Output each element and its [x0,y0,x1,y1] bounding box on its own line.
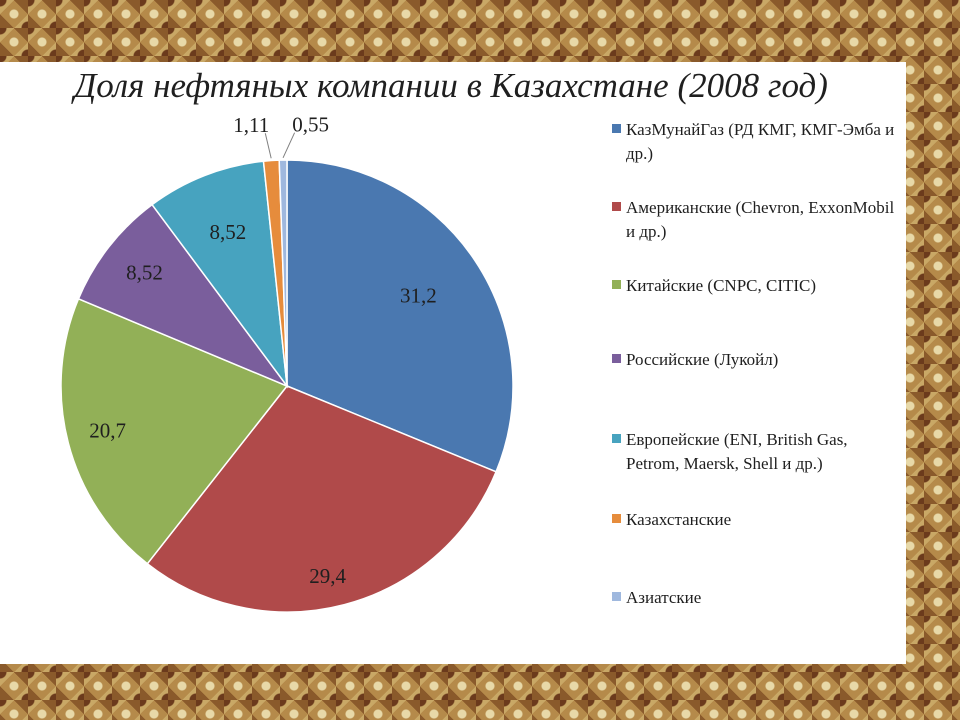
pie-slice [286,159,514,473]
legend-swatch [612,202,621,211]
legend-swatch [612,592,621,601]
pie-slice [151,160,289,389]
data-label: 8,52 [209,220,246,244]
data-label: 29,4 [309,564,346,588]
data-label: 31,2 [400,284,437,308]
legend-label: Китайские (CNPC, CITIC) [626,276,817,295]
legend-label: Азиатские [626,588,702,607]
pie-slice [60,297,289,565]
pie-slice [77,203,290,388]
data-label: 20,7 [89,418,126,442]
data-label: 8,52 [126,260,163,284]
legend-label: Российские (Лукойл) [626,350,779,369]
leader-line [264,133,272,159]
legend-swatch [612,124,621,133]
legend-swatch [612,354,621,363]
legend-swatch [612,280,621,289]
data-label: 0,55 [292,112,329,136]
legend-swatch [612,434,621,443]
legend-label: Европейские (ENI, British Gas, Petrom, M… [626,430,848,473]
pie-slice [146,385,498,613]
legend-label: КазМунайГаз (РД КМГ, КМГ-Эмба и др.) [626,120,895,163]
chart-title: Доля нефтяных компании в Казахстане (200… [74,66,828,105]
legend-swatch [612,514,621,523]
legend-label: Казахстанские [626,510,732,529]
data-label: 1,11 [233,113,269,137]
pie-slice [278,159,288,387]
legend-label: Американские (Chevron, ExxonMobil и др.) [626,198,895,241]
leader-line [282,132,296,158]
